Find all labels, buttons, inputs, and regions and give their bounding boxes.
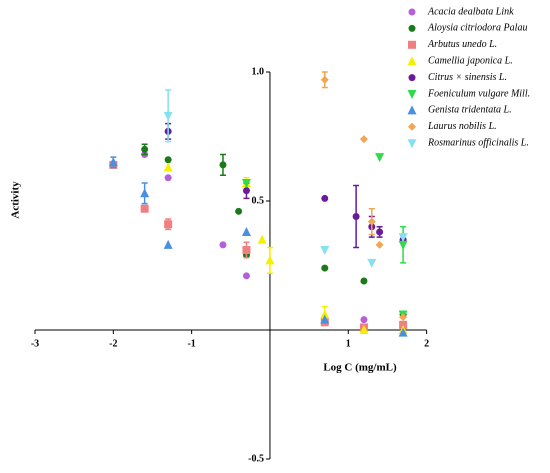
point xyxy=(376,228,384,236)
point xyxy=(164,174,172,182)
point xyxy=(399,320,408,329)
x-tick-label: 2 xyxy=(424,338,429,349)
y-axis-label: Activity xyxy=(10,181,22,219)
legend-marker xyxy=(407,139,417,149)
legend-label: Laurus nobilis L. xyxy=(427,121,497,132)
point xyxy=(163,162,173,172)
point xyxy=(359,135,368,144)
point xyxy=(140,204,149,213)
legend-marker xyxy=(408,8,416,16)
y-tick-label: -0.5 xyxy=(248,453,264,464)
point xyxy=(360,277,368,285)
point xyxy=(352,212,360,220)
point xyxy=(398,240,408,250)
x-tick-label: -1 xyxy=(187,338,195,349)
point xyxy=(164,156,172,164)
point xyxy=(359,325,369,334)
legend-marker xyxy=(407,56,417,66)
y-tick-label: 1.0 xyxy=(251,66,264,77)
legend-marker xyxy=(408,40,416,49)
point xyxy=(219,241,227,249)
legend-marker xyxy=(408,24,416,32)
point xyxy=(375,153,385,163)
legend-marker xyxy=(408,122,416,131)
point xyxy=(399,313,408,322)
x-tick-label: -3 xyxy=(31,338,39,349)
point xyxy=(367,258,377,268)
point xyxy=(321,194,329,202)
point xyxy=(321,264,329,272)
point xyxy=(398,327,408,337)
legend-label: Aloysia citriodora Palau xyxy=(427,23,527,34)
legend-marker xyxy=(407,90,417,99)
legend-label: Arbutus unedo L. xyxy=(427,39,497,50)
point xyxy=(219,161,227,169)
legend-label: Acacia dealbata Link xyxy=(427,6,514,17)
y-tick-label: 0.5 xyxy=(251,195,264,206)
point xyxy=(141,145,149,153)
point xyxy=(242,272,250,280)
point xyxy=(320,309,330,319)
point xyxy=(241,178,251,188)
legend-label: Citrus × sinensis L. xyxy=(428,72,507,83)
point xyxy=(235,207,243,215)
point xyxy=(320,246,330,256)
legend-label: Camellia japonica L. xyxy=(428,55,513,66)
x-tick-label: 1 xyxy=(346,338,351,349)
legend-label: Foeniculum vulgare Mill. xyxy=(427,88,530,99)
point xyxy=(367,217,376,226)
legend-marker xyxy=(408,74,416,82)
point xyxy=(242,246,251,255)
point xyxy=(360,316,368,324)
point xyxy=(163,111,173,121)
point xyxy=(398,233,408,243)
x-tick-label: -2 xyxy=(109,338,117,349)
point xyxy=(265,255,275,265)
point xyxy=(241,226,251,236)
point xyxy=(242,187,250,195)
point xyxy=(320,314,330,324)
point xyxy=(320,75,329,84)
point xyxy=(375,240,384,249)
point xyxy=(140,188,150,198)
legend-marker xyxy=(407,105,417,115)
point xyxy=(108,157,118,167)
legend-label: Rosmarinus officinalis L. xyxy=(427,137,529,148)
point xyxy=(257,234,267,244)
point xyxy=(163,239,173,249)
x-axis-label: Log C (mg/mL) xyxy=(323,362,397,374)
legend-label: Genista tridentata L. xyxy=(428,105,512,116)
point xyxy=(164,220,173,229)
